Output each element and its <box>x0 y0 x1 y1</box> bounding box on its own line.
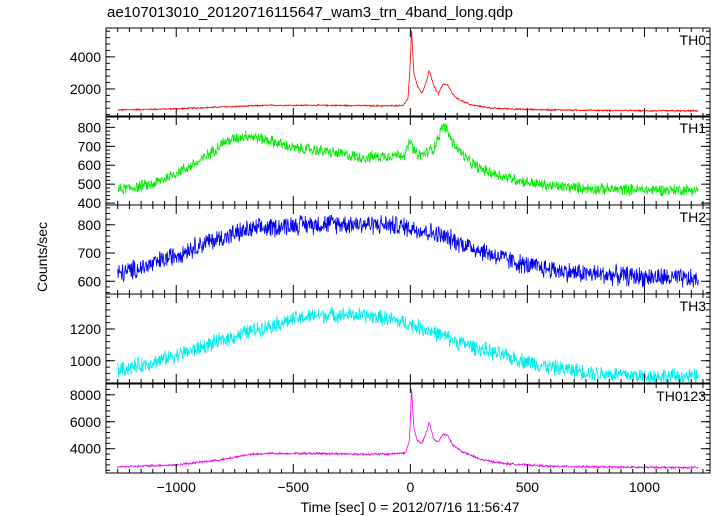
panels-group: 2000 4000 TH0 400 500 600 700 800 TH1 600 700 800 TH… <box>70 27 711 495</box>
panel-label: TH0123 <box>656 388 706 404</box>
y-tick-label: 6000 <box>70 414 101 430</box>
y-tick-label: 1200 <box>70 321 101 337</box>
y-tick-label: 700 <box>78 138 102 154</box>
x-tick-label: 0 <box>406 479 414 495</box>
series-line-th2 <box>117 214 699 288</box>
x-tick-label: 1000 <box>629 479 660 495</box>
y-tick-label: 600 <box>78 157 102 173</box>
y-tick-label: 4000 <box>70 441 101 457</box>
panel-th1: 400 500 600 700 800 TH1 <box>78 115 711 211</box>
chart-title: ae107013010_20120716115647_wam3_trn_4ban… <box>107 4 513 21</box>
panel-label: TH2 <box>680 209 707 225</box>
y-tick-label: 400 <box>78 195 102 211</box>
series-line-th3 <box>117 306 699 383</box>
y-tick-label: 8000 <box>70 387 101 403</box>
panel-th0123: 4000 6000 8000 TH0123 <box>70 383 711 474</box>
panel-th0: 2000 4000 TH0 <box>70 27 711 118</box>
panel-frame <box>105 27 711 118</box>
panel-frame <box>105 115 711 206</box>
y-tick-label: 800 <box>78 217 102 233</box>
panel-th2: 600 700 800 TH2 <box>78 204 711 295</box>
panel-label: TH1 <box>680 120 707 136</box>
panel-frame <box>105 293 711 384</box>
series-line-th0 <box>117 30 699 113</box>
series-line-th1 <box>117 122 699 197</box>
x-tick-label: −1000 <box>157 479 197 495</box>
y-tick-label: 1000 <box>70 353 101 369</box>
y-tick-label: 700 <box>78 245 102 261</box>
x-tick-label: −500 <box>278 479 310 495</box>
panel-label: TH0 <box>680 32 707 48</box>
x-tick-label: 500 <box>516 479 540 495</box>
y-tick-label: 4000 <box>70 49 101 65</box>
y-tick-label: 2000 <box>70 81 101 97</box>
panel-th3: 1000 1200 TH3 <box>70 293 711 384</box>
y-axis-label: Counts/sec <box>34 222 50 292</box>
y-tick-label: 500 <box>78 176 102 192</box>
y-tick-label: 800 <box>78 119 102 135</box>
y-tick-label: 600 <box>78 273 102 289</box>
panel-label: TH3 <box>680 298 707 314</box>
x-axis-label: Time [sec] 0 = 2012/07/16 11:56:47 <box>300 499 519 515</box>
series-line-th0123 <box>117 388 699 470</box>
panel-frame <box>105 383 711 474</box>
